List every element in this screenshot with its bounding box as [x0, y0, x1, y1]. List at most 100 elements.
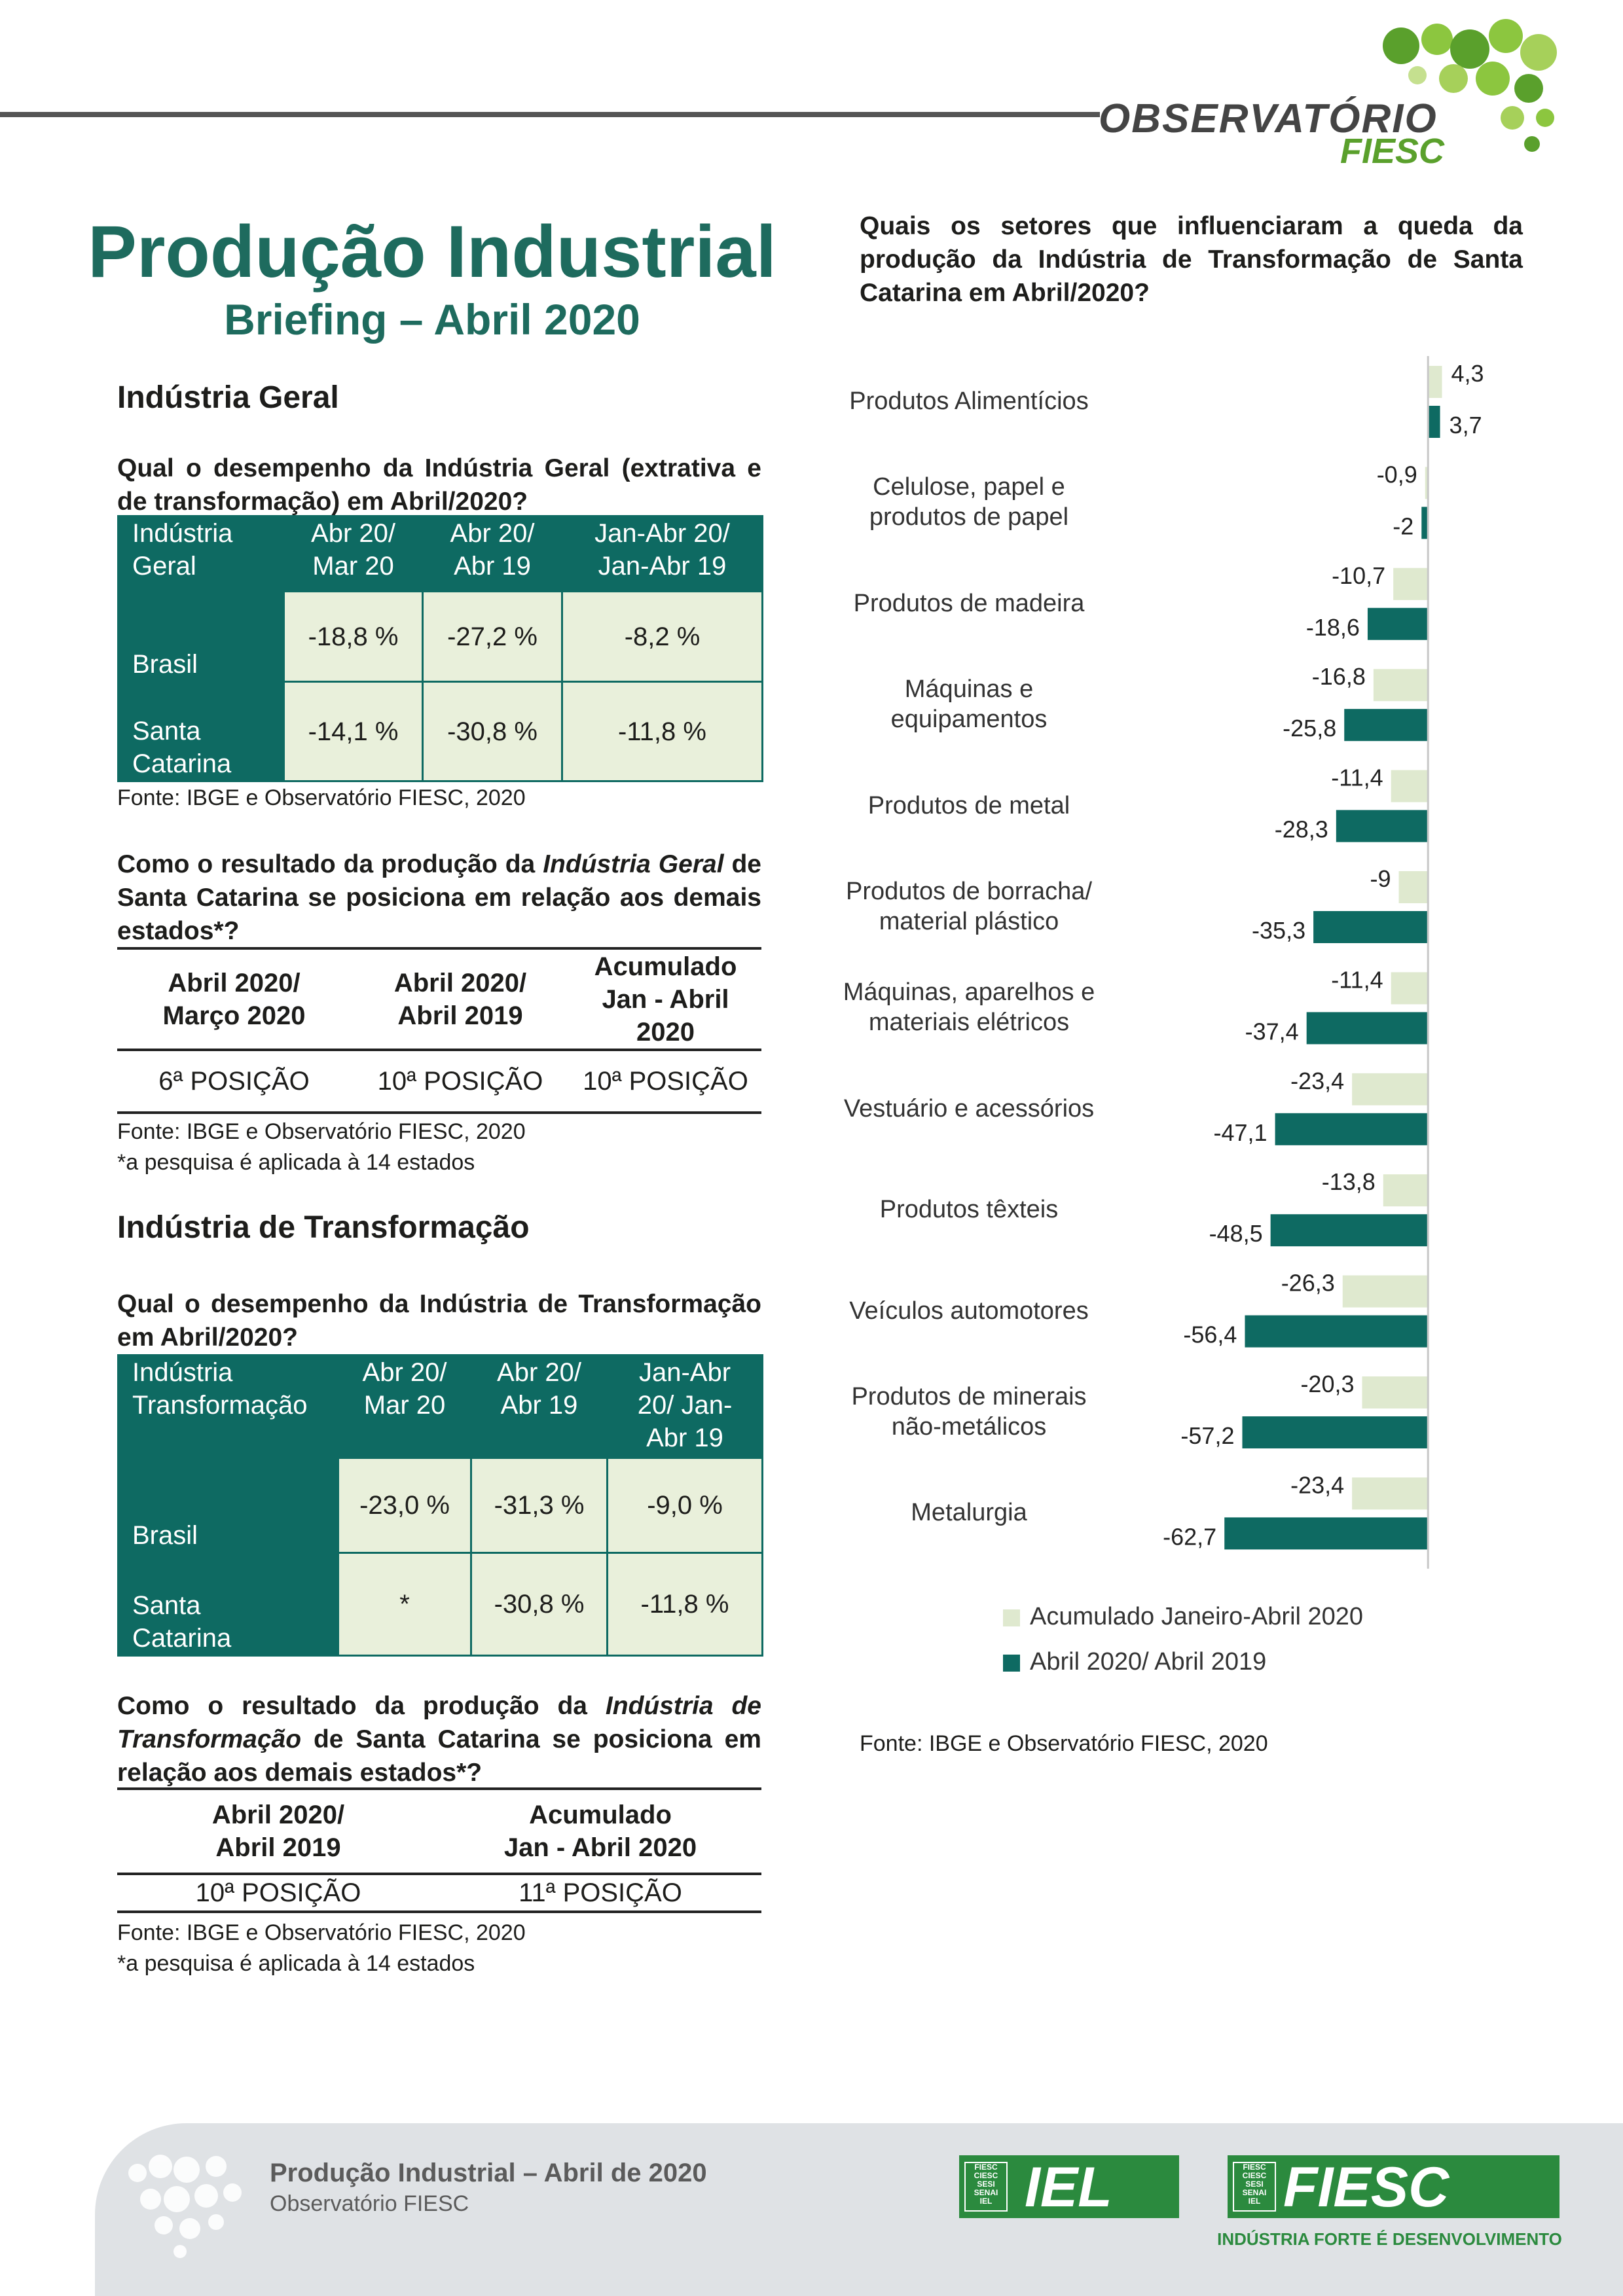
category-label: Produtos de borracha/ material plástico: [845, 878, 1092, 935]
bar: [1342, 1275, 1429, 1308]
bar: [1391, 972, 1429, 1005]
legend-swatch: [1003, 1609, 1020, 1626]
row: Santa Catarina * -30,8 % -11,8 %: [117, 1552, 763, 1657]
header-cell: Acumulado Jan - Abril 2020: [439, 1789, 761, 1875]
table-wrap: Indústria Transformação Abr 20/ Mar 20 Abr…: [117, 1354, 763, 1657]
table-wrap: Abril 2020/ Março 2020 Abril 2020/ Abril …: [117, 947, 761, 1114]
bar: [1398, 871, 1429, 903]
cell: -27,2 %: [422, 590, 563, 683]
footer-dots: [128, 2155, 242, 2258]
header-cell: Abr 20/ Abr 19: [470, 1354, 608, 1459]
bar: [1306, 1012, 1429, 1045]
value-label: -13,8: [1322, 1168, 1376, 1195]
bar: [1336, 810, 1429, 842]
category-label: Metalurgia: [911, 1499, 1027, 1527]
legend-label: Abril 2020/ Abril 2019: [1030, 1648, 1266, 1676]
value-label: -35,3: [1252, 917, 1305, 944]
table: Indústria Geral Abr 20/ Mar 20 Abr 20/ Abr…: [117, 515, 763, 782]
bar: [1428, 406, 1440, 438]
row-header: Brasil: [117, 1457, 339, 1554]
row: Santa Catarina -14,1 % -30,8 % -11,8 %: [117, 681, 763, 782]
value-label: -2: [1393, 512, 1413, 539]
category-label: Máquinas, aparelhos e materiais elétrico…: [843, 978, 1095, 1037]
value-label: -18,6: [1306, 614, 1360, 641]
cell: -31,3 %: [470, 1457, 608, 1554]
bar: [1393, 567, 1429, 600]
table-wrap: Abril 2020/ Abril 2019 Acumulado Jan - Ab…: [117, 1787, 761, 1913]
value-label: -56,4: [1183, 1321, 1237, 1348]
cell: 10ª POSIÇÃO: [351, 1050, 570, 1114]
cell: 10ª POSIÇÃO: [570, 1050, 761, 1114]
table: Abril 2020/ Março 2020 Abril 2020/ Abril …: [117, 947, 761, 1114]
bar: [1383, 1174, 1429, 1207]
bar: [1242, 1416, 1429, 1448]
bar: [1275, 1113, 1429, 1145]
header-rule: [0, 112, 1100, 117]
value-label: -47,1: [1214, 1119, 1267, 1146]
footer-title: Produção Industrial – Abril de 2020: [270, 2159, 707, 2187]
table-wrap: Indústria Geral Abr 20/ Mar 20 Abr 20/ Abr…: [117, 515, 763, 782]
title: Produção Industrial: [88, 211, 776, 293]
brand-top: OBSERVATÓRIO: [1099, 96, 1438, 141]
header-cell: Acumulado Jan - Abril 2020: [570, 948, 761, 1051]
cell: 6ª POSIÇÃO: [117, 1050, 351, 1114]
fiesc-logo: FIESC CIESC SESI SENAI IEL FIESC: [1228, 2155, 1559, 2219]
value-label: -23,4: [1290, 1471, 1344, 1498]
bar: [1352, 1477, 1429, 1510]
iel-logo: FIESC CIESC SESI SENAI IEL IEL: [959, 2155, 1179, 2219]
question-text: Como o resultado da produção da: [117, 1692, 606, 1720]
chart-source: Fonte: IBGE e Observatório FIESC, 2020: [860, 1731, 1268, 1756]
source: Fonte: IBGE e Observatório FIESC, 2020: [117, 1920, 526, 1945]
value-label: 4,3: [1451, 360, 1484, 387]
header-row: Abril 2020/ Abril 2019 Acumulado Jan - Ab…: [117, 1789, 761, 1875]
chart-title: Quais os setores que influenciaram a que…: [860, 212, 1523, 307]
section-heading: Indústria Geral: [117, 380, 339, 415]
table: Abril 2020/ Abril 2019 Acumulado Jan - Ab…: [117, 1787, 761, 1913]
cell: -11,8 %: [606, 1552, 763, 1657]
bar: [1425, 467, 1429, 499]
logo-text: FIESC: [1283, 2156, 1450, 2219]
bar: [1344, 709, 1429, 742]
cell: 11ª POSIÇÃO: [439, 1874, 761, 1913]
bar: [1421, 507, 1429, 539]
category-label: Veículos automotores: [849, 1297, 1089, 1325]
row: 6ª POSIÇÃO 10ª POSIÇÃO 10ª POSIÇÃO: [117, 1050, 761, 1114]
bar: [1362, 1376, 1429, 1408]
header-cell: Abr 20/ Mar 20: [337, 1354, 472, 1459]
question-text: de Santa Catarina se posiciona em relaçã…: [117, 1725, 761, 1787]
note: *a pesquisa é aplicada à 14 estados: [117, 1951, 475, 1976]
cell: -9,0 %: [606, 1457, 763, 1554]
value-label: -28,3: [1275, 816, 1328, 843]
source: Fonte: IBGE e Observatório FIESC, 2020: [117, 1119, 526, 1144]
logo-text: IEL: [1025, 2156, 1112, 2219]
header-cell: Abr 20/ Abr 19: [422, 515, 563, 592]
bar: [1391, 770, 1429, 802]
section-heading: Indústria de Transformação: [117, 1210, 530, 1245]
bar: [1352, 1073, 1429, 1105]
footer-subtitle: Observatório FIESC: [270, 2191, 469, 2216]
bar: [1373, 669, 1429, 702]
category-label: Celulose, papel e produtos de papel: [869, 473, 1069, 531]
note: *a pesquisa é aplicada à 14 estados: [117, 1150, 475, 1175]
question-italic: Indústria de Transformação: [117, 1692, 761, 1753]
category-label: Produtos Alimentícios: [849, 387, 1089, 415]
tagline: INDÚSTRIA FORTE É DESENVOLVIMENTO: [1217, 2229, 1562, 2249]
brand-bottom: FIESC: [1340, 132, 1445, 171]
category-label: Máquinas e equipamentos: [890, 675, 1048, 734]
logo-dots: [1383, 19, 1557, 152]
question-text: de Santa Catarina se posiciona em relaçã…: [117, 850, 761, 945]
value-label: -25,8: [1283, 715, 1336, 742]
header-cell: Indústria Geral: [117, 515, 285, 592]
row: Brasil -18,8 % -27,2 % -8,2 %: [117, 590, 763, 683]
value-label: -26,3: [1281, 1270, 1335, 1297]
value-label: -20,3: [1300, 1371, 1354, 1397]
cell: -11,8 %: [561, 681, 763, 782]
legend-label: Acumulado Janeiro-Abril 2020: [1030, 1603, 1363, 1630]
cell: 10ª POSIÇÃO: [117, 1874, 439, 1913]
bar: [1428, 366, 1442, 398]
bar: [1313, 911, 1429, 943]
question: Qual o desempenho da Indústria Geral (ex…: [117, 454, 761, 516]
bar: [1224, 1517, 1429, 1550]
